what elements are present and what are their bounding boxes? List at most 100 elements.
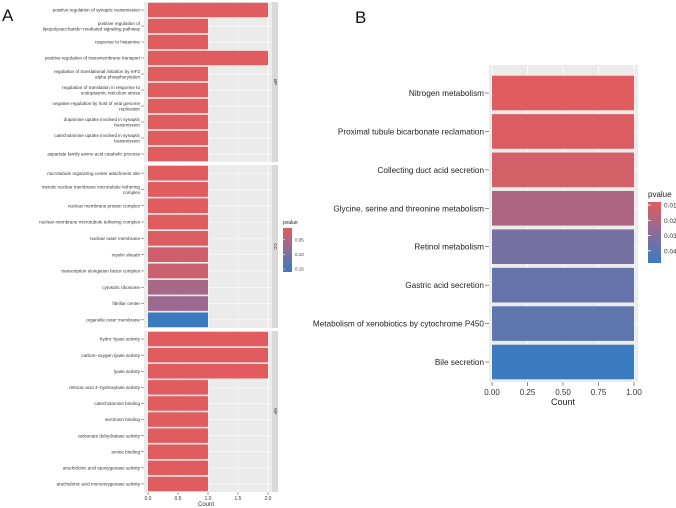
chart-a-facet-strip <box>272 331 278 492</box>
chart-b-category-label: Collecting duct acid secretion <box>378 166 485 175</box>
chart-a-legend-ticks: 0.05 0.10 0.15 <box>283 237 304 272</box>
chart-b-x-tick-label: 0.25 <box>520 388 536 397</box>
chart-a-bar <box>148 66 208 82</box>
chart-b-legend-title: pvalue <box>648 190 672 199</box>
chart-a-x-axis: 0.0 0.5 1.0 1.5 2.0 <box>145 492 272 502</box>
chart-b-category-label: Metabolism of xenobiotics by cytochrome … <box>313 320 485 329</box>
chart-a-category-label: arachidonic acid monooxygenase activity <box>57 482 141 487</box>
chart-a-legend-tick-label: 0.05 <box>295 237 304 242</box>
chart-a-facet-strip <box>272 165 278 328</box>
chart-a-category-label: organelle outer membrane <box>86 317 140 322</box>
chart-a-legend-tick-label: 0.15 <box>295 267 304 272</box>
chart-a-category-label: retinoic acid 4−hydroxylase activity <box>69 385 141 390</box>
chart-a-x-tick-label: 2.0 <box>265 496 272 502</box>
chart-a-x-tick-label: 1.0 <box>205 496 212 502</box>
chart-a-category-label: myelin sheath <box>112 252 141 257</box>
chart-b-category-labels: Nitrogen metabolism Proximal tubule bicar… <box>313 89 489 367</box>
chart-b-category-label: Gastric acid secretion <box>405 281 484 290</box>
chart-a-bar <box>148 296 208 311</box>
chart-a-bar <box>148 146 208 162</box>
chart-b-bar <box>492 267 634 303</box>
chart-b-category-label: Nitrogen metabolism <box>409 89 484 98</box>
chart-a-category-label: nuclear membrane microtubule tethering c… <box>39 220 141 225</box>
chart-b-x-axis-title: Count <box>551 397 576 407</box>
chart-a-bar <box>148 347 268 363</box>
chart-a-category-label: meiotic nuclear membrane microtubule tet… <box>42 184 141 194</box>
chart-b-x-tick-label: 0.50 <box>555 388 571 397</box>
chart-a-bar <box>148 396 208 411</box>
chart-a-category-label: hydro−lyase activity <box>100 337 141 342</box>
chart-a-bar <box>148 50 268 66</box>
chart-a-category-label: cytosolic ribosome <box>102 285 140 290</box>
chart-b-legend-tick-label: 0.03 <box>664 233 676 240</box>
chart-a-bar <box>148 231 208 246</box>
chart-b-bar <box>492 114 634 149</box>
chart-a-facet-strip <box>272 2 278 162</box>
chart-a-facet-label: BP <box>273 79 278 85</box>
chart-a-facet-label: CC <box>273 243 278 250</box>
chart-a-category-label: positive regulation of synaptic transmis… <box>53 8 141 13</box>
chart-b-category-label: Retinol metabolism <box>414 243 484 252</box>
chart-a-facet-label: MF <box>273 408 278 415</box>
chart-a-bar <box>148 198 208 214</box>
chart-a-category-label: dopamine uptake involved in synaptic tran… <box>64 117 141 127</box>
chart-b-category-label: Glycine, serine and threonine metabolism <box>333 204 484 213</box>
chart-a-bar <box>148 82 208 98</box>
chart-a: positive regulation of synaptic transmis… <box>39 2 304 508</box>
chart-a-category-label: carbonate dehydratase activity <box>78 433 141 438</box>
chart-a-category-label: response to histamine <box>95 40 140 45</box>
chart-a-bar <box>148 34 208 50</box>
chart-b-legend-ticks: 0.01 0.02 0.03 0.04 <box>648 203 676 255</box>
chart-b-category-label: Proximal tubule bicarbonate reclamation <box>338 127 485 136</box>
chart-a-bar <box>148 412 208 427</box>
chart-b-x-axis: 0.00 0.25 0.50 0.75 1.00 <box>484 382 642 397</box>
chart-b-legend-tick-label: 0.04 <box>664 248 676 255</box>
chart-b-bar <box>492 75 634 111</box>
chart-a-facet-strips: BP CC MF <box>272 2 278 492</box>
chart-a-x-axis-title: Count <box>198 502 214 508</box>
chart-a-bar <box>148 428 208 443</box>
chart-a-bar <box>148 165 208 181</box>
chart-a-x-tick-label: 1.5 <box>235 496 242 502</box>
chart-a-bar <box>148 98 208 114</box>
chart-b-x-tick-label: 1.00 <box>626 388 642 397</box>
chart-a-category-label: negative regulation by host of viral gen… <box>52 101 140 111</box>
chart-a-category-label: arachidonic acid epoxygenase activity <box>63 465 141 470</box>
chart-a-bar <box>148 460 208 476</box>
chart-a-bar <box>148 114 208 130</box>
chart-a-legend-colorbar <box>283 228 292 272</box>
chart-a-category-label: fibrillar center <box>112 301 140 306</box>
chart-a-bar <box>148 214 208 230</box>
chart-b-bar <box>492 344 634 380</box>
chart-b-bar <box>492 190 634 226</box>
chart-b-bar <box>492 306 634 341</box>
chart-a-category-label: aspartate family amino acid catabolic pr… <box>47 152 140 157</box>
chart-b-legend-tick-label: 0.02 <box>664 218 676 225</box>
chart-a-category-label: lyase activity <box>114 369 141 374</box>
chart-a-bar <box>148 263 208 279</box>
chart-a-category-label: carbon−oxygen lyase activity <box>81 353 141 358</box>
chart-a-x-tick-label: 0.5 <box>175 496 182 502</box>
chart-a-bar <box>148 2 268 18</box>
chart-a-bar <box>148 380 208 395</box>
panel-label-a: A <box>2 6 14 25</box>
chart-a-category-label: positive regulation of transmembrane tra… <box>45 56 141 61</box>
chart-a-bar <box>148 247 208 262</box>
chart-a-category-label: transcription elongation factor complex <box>61 269 140 274</box>
chart-b-category-label: Bile secretion <box>435 358 485 367</box>
chart-a-bar <box>148 331 268 347</box>
chart-a-category-label: catecholamine binding <box>94 401 140 406</box>
chart-b: Nitrogen metabolism Proximal tubule bicar… <box>313 65 676 407</box>
chart-a-legend-tick-label: 0.10 <box>295 252 304 257</box>
chart-b-x-tick-label: 0.75 <box>591 388 607 397</box>
chart-b-legend: pvalue 0.01 0.02 0.03 0.04 <box>648 190 676 263</box>
chart-a-bar <box>148 18 208 34</box>
chart-a-category-label: catecholamine uptake involved in synapti… <box>54 133 141 143</box>
chart-a-category-label: nuclear outer membrane <box>90 236 140 241</box>
chart-b-x-tick-label: 0.00 <box>484 388 500 397</box>
chart-b-legend-tick-label: 0.01 <box>664 203 676 210</box>
chart-a-category-label: regulation of translation in response to… <box>62 85 141 95</box>
chart-a-category-labels: positive regulation of synaptic transmis… <box>39 8 144 487</box>
chart-a-bar <box>148 130 208 146</box>
